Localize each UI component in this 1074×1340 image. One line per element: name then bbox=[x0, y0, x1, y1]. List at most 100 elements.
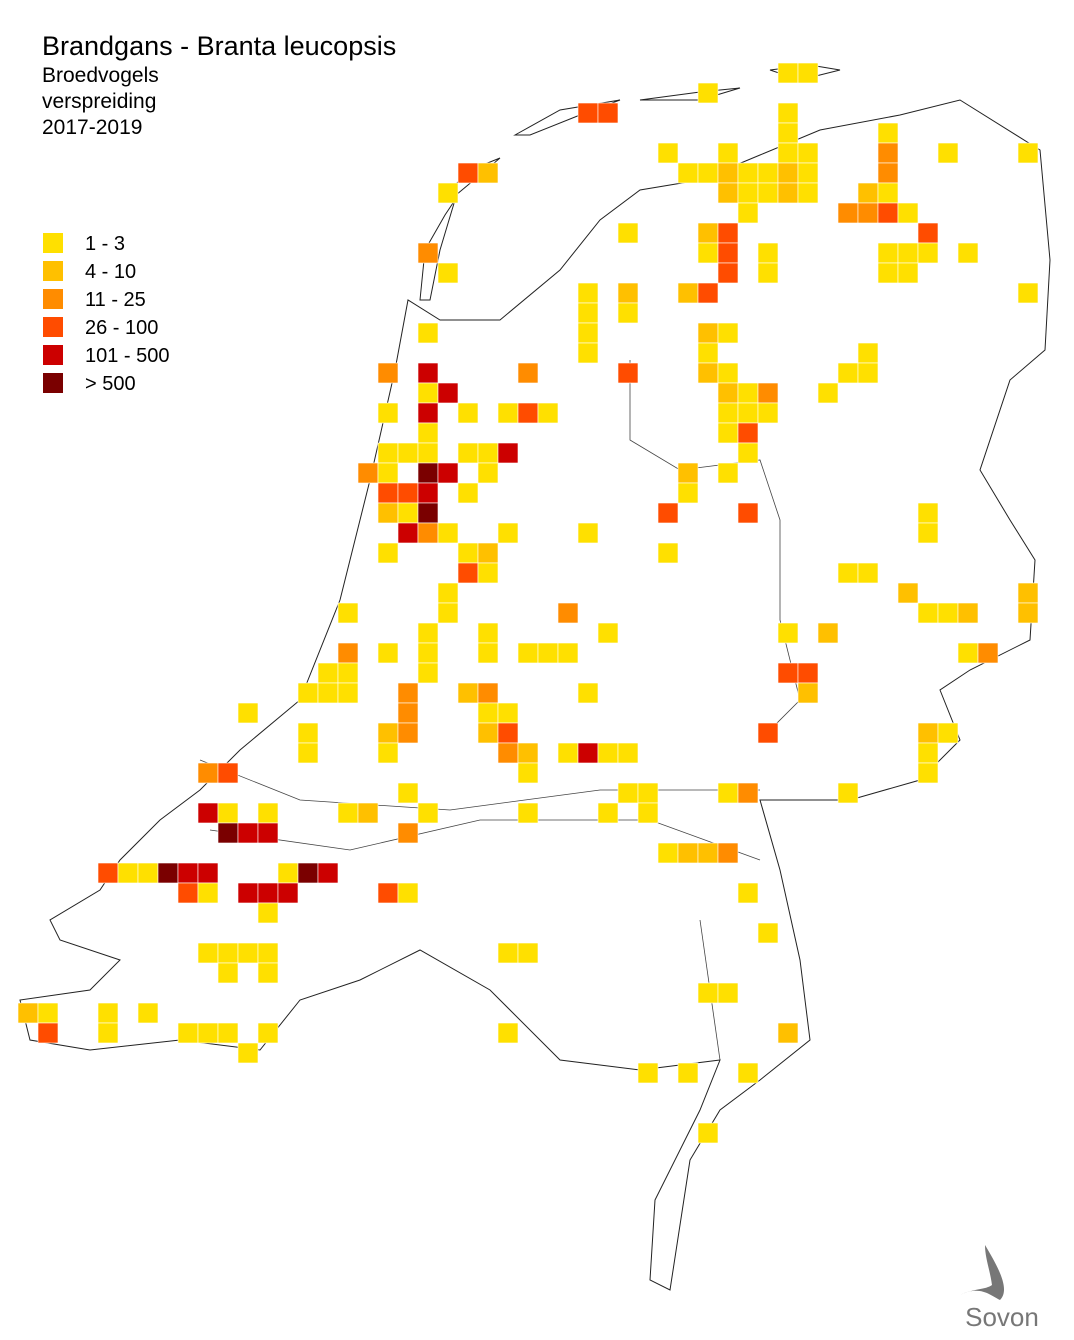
grid-cell bbox=[377, 502, 399, 524]
grid-cell bbox=[777, 62, 799, 84]
grid-cell bbox=[737, 1062, 759, 1084]
grid-cell bbox=[437, 382, 459, 404]
title-block: Brandgans - Branta leucopsis Broedvogels… bbox=[42, 31, 396, 139]
grid-cell bbox=[497, 522, 519, 544]
grid-cell bbox=[877, 202, 899, 224]
grid-cell bbox=[697, 362, 719, 384]
grid-cell bbox=[337, 602, 359, 624]
grid-cell bbox=[717, 162, 739, 184]
grid-cell bbox=[217, 962, 239, 984]
grid-cell bbox=[797, 142, 819, 164]
legend-swatch bbox=[43, 373, 63, 393]
grid-cell bbox=[757, 722, 779, 744]
grid-cell bbox=[697, 342, 719, 364]
grid-cell bbox=[417, 322, 439, 344]
grid-cell bbox=[497, 722, 519, 744]
grid-cell bbox=[337, 662, 359, 684]
grid-cell bbox=[397, 682, 419, 704]
grid-cell bbox=[717, 842, 739, 864]
grid-cell bbox=[697, 162, 719, 184]
grid-cell bbox=[17, 1002, 39, 1024]
grid-cell bbox=[437, 602, 459, 624]
grid-cell bbox=[257, 962, 279, 984]
grid-cell bbox=[617, 362, 639, 384]
grid-cell bbox=[797, 162, 819, 184]
grid-cell bbox=[417, 502, 439, 524]
grid-cell bbox=[717, 782, 739, 804]
grid-cell bbox=[477, 702, 499, 724]
grid-cell bbox=[517, 742, 539, 764]
grid-cell bbox=[197, 882, 219, 904]
grid-cell bbox=[417, 622, 439, 644]
grid-cell bbox=[197, 762, 219, 784]
grid-cell bbox=[517, 762, 539, 784]
grid-cell bbox=[377, 462, 399, 484]
grid-cell bbox=[937, 722, 959, 744]
grid-cell bbox=[257, 942, 279, 964]
grid-cell bbox=[577, 682, 599, 704]
grid-cell bbox=[457, 162, 479, 184]
grid-cell bbox=[717, 382, 739, 404]
grid-cell bbox=[737, 882, 759, 904]
grid-cell bbox=[277, 862, 299, 884]
grid-cell bbox=[777, 142, 799, 164]
grid-cell bbox=[237, 942, 259, 964]
grid-cell bbox=[417, 522, 439, 544]
grid-cell bbox=[257, 882, 279, 904]
grid-cell bbox=[517, 362, 539, 384]
grid-cell bbox=[297, 742, 319, 764]
grid-cell bbox=[337, 802, 359, 824]
grid-cell bbox=[97, 862, 119, 884]
grid-cell bbox=[937, 142, 959, 164]
grid-cell bbox=[797, 662, 819, 684]
grid-cell bbox=[697, 82, 719, 104]
grid-cell bbox=[697, 222, 719, 244]
grid-cell bbox=[877, 162, 899, 184]
grid-cell bbox=[377, 362, 399, 384]
grid-cell bbox=[577, 322, 599, 344]
grid-cell bbox=[357, 802, 379, 824]
grid-cell bbox=[737, 162, 759, 184]
grid-cell bbox=[397, 822, 419, 844]
grid-cell bbox=[777, 622, 799, 644]
grid-cell bbox=[657, 842, 679, 864]
grid-cell bbox=[657, 502, 679, 524]
grid-cell bbox=[457, 682, 479, 704]
grid-cell bbox=[797, 62, 819, 84]
grid-cell bbox=[757, 922, 779, 944]
grid-cell bbox=[457, 542, 479, 564]
grid-cell bbox=[417, 802, 439, 824]
grid-cell bbox=[1017, 142, 1039, 164]
grid-cell bbox=[897, 242, 919, 264]
grid-cell bbox=[377, 742, 399, 764]
grid-cell bbox=[497, 1022, 519, 1044]
grid-cell bbox=[937, 602, 959, 624]
grid-cell bbox=[517, 942, 539, 964]
grid-cell bbox=[217, 942, 239, 964]
grid-cell bbox=[777, 102, 799, 124]
grid-cell bbox=[417, 462, 439, 484]
grid-cell bbox=[697, 982, 719, 1004]
legend-label: 4 - 10 bbox=[85, 261, 136, 283]
grid-cell bbox=[577, 342, 599, 364]
grid-cell bbox=[417, 662, 439, 684]
grid-cell bbox=[597, 802, 619, 824]
grid-cell bbox=[397, 702, 419, 724]
grid-cell bbox=[377, 722, 399, 744]
grid-cell bbox=[297, 862, 319, 884]
grid-cell bbox=[797, 682, 819, 704]
grid-cell bbox=[617, 302, 639, 324]
grid-cell bbox=[557, 602, 579, 624]
grid-cell bbox=[257, 902, 279, 924]
grid-cell bbox=[37, 1002, 59, 1024]
map-title: Brandgans - Branta leucopsis bbox=[42, 31, 396, 61]
grid-cell bbox=[957, 642, 979, 664]
grid-cell bbox=[257, 1022, 279, 1044]
grid-cell bbox=[457, 442, 479, 464]
grid-cell bbox=[717, 142, 739, 164]
grid-cell bbox=[737, 782, 759, 804]
grid-cell bbox=[397, 882, 419, 904]
grid-cell bbox=[757, 242, 779, 264]
grid-cell bbox=[917, 742, 939, 764]
grid-cell bbox=[197, 862, 219, 884]
